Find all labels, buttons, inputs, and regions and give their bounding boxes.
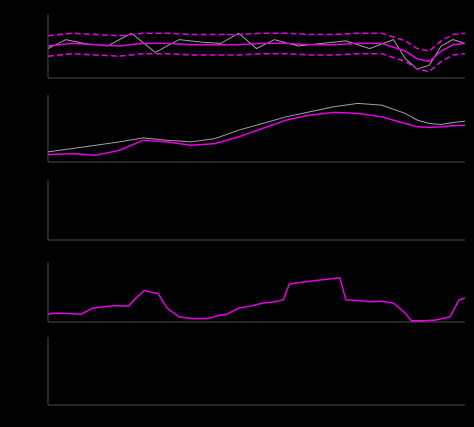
voltage-series-line-1 bbox=[47, 42, 466, 63]
adaptation-panel: u (pA) 300 200 100 bbox=[10, 93, 466, 166]
x-axis-label: time (ms) bbox=[227, 413, 285, 427]
rate-ylabel: r_Δt (Hz) bbox=[11, 267, 25, 323]
rate-ytick: 80 bbox=[28, 264, 43, 278]
voltage-series-line-2 bbox=[47, 32, 466, 52]
voltage-ytick: -60 bbox=[24, 38, 43, 52]
voltage-ytick: -40 bbox=[24, 13, 43, 27]
external-input-panel: μ_ext (mV/ms) 4 2 0 100 800 time (ms) bbox=[11, 331, 473, 427]
voltage-panel: V (mV) -40 -60 -80 bbox=[2, 13, 466, 79]
adaptation-ytick: 300 bbox=[20, 93, 43, 107]
external-input-ytick: 2 bbox=[35, 364, 43, 378]
adaptation-series-line-0 bbox=[47, 102, 466, 153]
empty-panel bbox=[47, 180, 465, 241]
external-input-ytick: 4 bbox=[35, 335, 43, 349]
rate-series-line-0 bbox=[47, 276, 466, 322]
rate-panel: r_Δt (Hz) 80 40 0 bbox=[11, 262, 466, 327]
voltage-series-line-3 bbox=[47, 52, 466, 73]
adaptation-ylabel: u (pA) bbox=[10, 111, 24, 149]
adaptation-ytick: 100 bbox=[20, 152, 43, 166]
x-tick: 800 bbox=[451, 409, 474, 423]
voltage-ylabel: V (mV) bbox=[2, 29, 16, 71]
rate-ytick: 40 bbox=[28, 288, 43, 302]
external-input-ytick: 0 bbox=[35, 395, 43, 409]
rate-series-group bbox=[47, 276, 466, 322]
voltage-series-line-0 bbox=[47, 32, 466, 70]
rate-ytick: 0 bbox=[35, 313, 43, 327]
adaptation-series-group bbox=[47, 102, 466, 157]
voltage-series-group bbox=[47, 32, 466, 73]
x-tick: 100 bbox=[37, 409, 60, 423]
voltage-ytick: -80 bbox=[24, 64, 43, 78]
adaptation-ytick: 200 bbox=[20, 123, 43, 137]
external-input-ylabel: μ_ext (mV/ms) bbox=[11, 331, 25, 419]
adaptation-series-line-1 bbox=[47, 111, 466, 157]
